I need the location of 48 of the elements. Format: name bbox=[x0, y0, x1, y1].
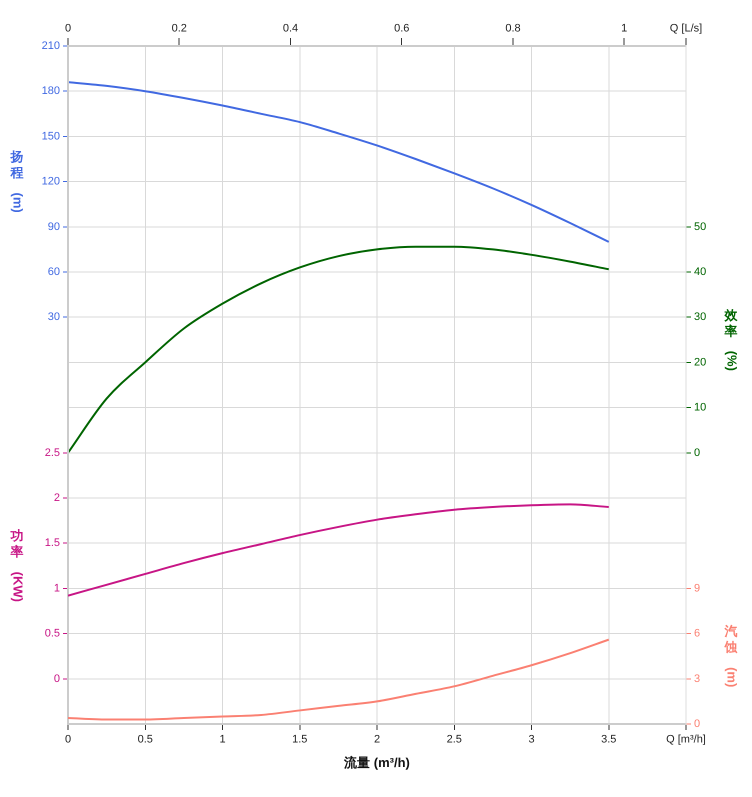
x2-tick-label: 0.8 bbox=[505, 22, 521, 34]
y2-tick-label: 9 bbox=[694, 582, 700, 594]
x-tick-label: 2 bbox=[374, 734, 380, 746]
x2-tick-label: Q [L/s] bbox=[670, 22, 702, 34]
line-series bbox=[68, 638, 610, 720]
y-tick-label: 30 bbox=[48, 311, 60, 324]
x-tick-label: 2.5 bbox=[446, 734, 462, 746]
y2-axis-title: 汽蚀 (m) bbox=[724, 624, 740, 688]
x2-tick-label: 1 bbox=[621, 22, 628, 34]
x2-tick-label: 0.4 bbox=[282, 22, 298, 34]
y-tick-label: 2 bbox=[54, 492, 60, 504]
y-tick-label: 0.5 bbox=[44, 628, 60, 640]
x-tick-label: 0.5 bbox=[138, 734, 153, 746]
y-tick-label: 210 bbox=[42, 40, 60, 52]
x-tick-label: 3.5 bbox=[601, 734, 616, 746]
x2-tick-label: 0.6 bbox=[394, 22, 410, 34]
y-axis-title: 功率 (KW) bbox=[10, 528, 26, 602]
y-tick-label: 1 bbox=[54, 582, 60, 594]
y-tick-label: 150 bbox=[42, 130, 60, 142]
y-tick-label: 0 bbox=[54, 672, 60, 685]
y-tick-label: 90 bbox=[48, 220, 60, 233]
y2-axis-title: 效率 (%) bbox=[724, 307, 740, 371]
y-tick-label: 120 bbox=[42, 176, 60, 188]
x-tick-label: 1.5 bbox=[292, 734, 308, 746]
y-tick-label: 1.5 bbox=[44, 537, 60, 550]
x-tick-label: Q [m³/h] bbox=[666, 734, 706, 746]
x-tick-label: 3 bbox=[528, 734, 535, 746]
line-series bbox=[68, 503, 610, 597]
y-axis-title: 扬程 (m) bbox=[10, 149, 26, 213]
y2-tick-label: 0 bbox=[694, 446, 700, 459]
y2-tick-label: 10 bbox=[694, 402, 706, 414]
y2-tick-label: 0 bbox=[694, 718, 700, 730]
y2-tick-label: 20 bbox=[694, 356, 706, 368]
y2-tick-label: 6 bbox=[694, 628, 700, 640]
x-axis-title: 流量 (m³/h) bbox=[343, 754, 410, 770]
y2-tick-label: 30 bbox=[694, 311, 706, 324]
y-tick-label: 2.5 bbox=[44, 446, 60, 459]
x-tick-label: 1 bbox=[219, 734, 226, 746]
y2-tick-label: 50 bbox=[694, 220, 706, 233]
y2-tick-label: 40 bbox=[694, 266, 706, 278]
x-tick-label: 0 bbox=[64, 734, 72, 746]
x2-tick-label: 0.2 bbox=[172, 22, 187, 34]
y-tick-label: 180 bbox=[42, 85, 60, 98]
line-series bbox=[68, 246, 610, 454]
y2-tick-label: 3 bbox=[694, 672, 700, 685]
line-series bbox=[68, 81, 610, 243]
y-tick-label: 60 bbox=[48, 266, 60, 278]
x2-tick-label: 0 bbox=[64, 22, 72, 34]
